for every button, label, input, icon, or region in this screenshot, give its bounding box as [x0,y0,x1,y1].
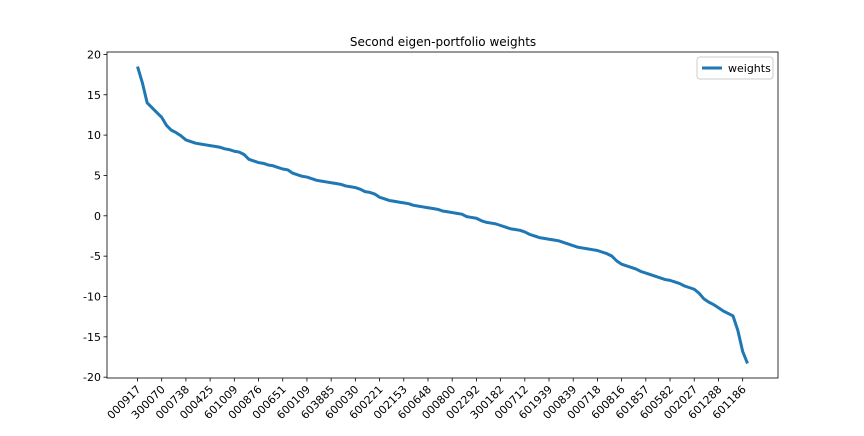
y-tick-label: 0 [94,210,101,223]
y-tick-label: -10 [83,291,101,304]
y-tick-label: -5 [90,250,101,263]
line [136,66,749,365]
y-tick-label: 20 [87,48,101,61]
chart-title: Second eigen-portfolio weights [350,35,536,49]
y-tick-label: 5 [94,169,101,182]
y-tick-label: 15 [87,89,101,102]
y-tick-label: -20 [83,371,101,384]
y-tick-label: -15 [83,331,101,344]
y-tick-label: 10 [87,129,101,142]
plot-area [106,51,779,379]
legend-box [696,56,774,80]
legend-label: weights [728,62,771,75]
